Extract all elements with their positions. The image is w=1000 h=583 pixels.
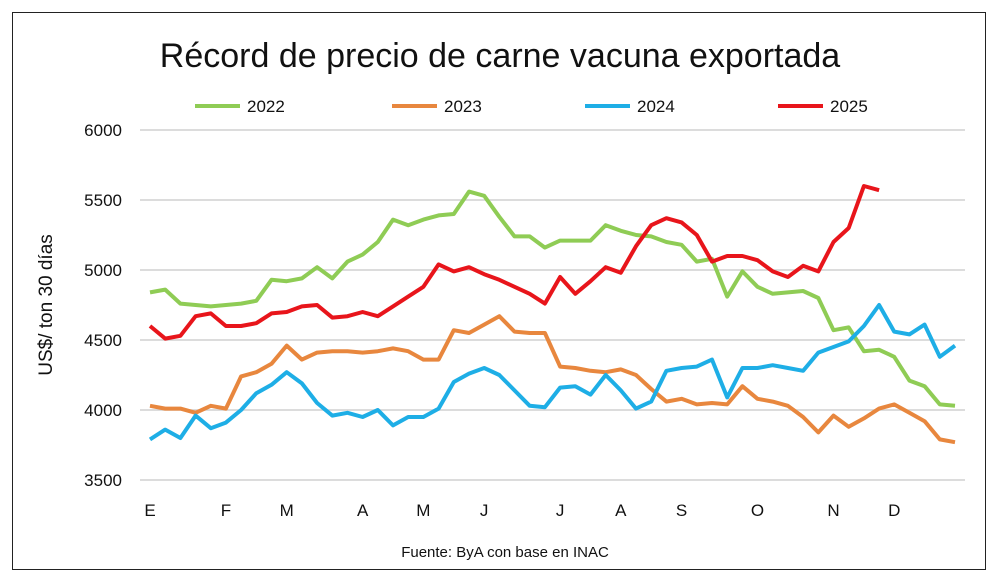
x-tick-label: O bbox=[751, 501, 764, 520]
series-line-2025 bbox=[148, 184, 880, 341]
y-axis-label: US$/ ton 30 días bbox=[36, 234, 57, 376]
x-tick-label: M bbox=[416, 501, 430, 520]
x-tick-label: F bbox=[221, 501, 231, 520]
legend-label-2023: 2023 bbox=[444, 97, 482, 116]
y-tick-label: 5500 bbox=[84, 191, 122, 210]
x-tick-label: A bbox=[615, 501, 627, 520]
x-tick-label: J bbox=[556, 501, 565, 520]
legend-label-2024: 2024 bbox=[637, 97, 675, 116]
x-tick-label: E bbox=[144, 501, 155, 520]
y-tick-label: 4500 bbox=[84, 331, 122, 350]
x-tick-label: D bbox=[888, 501, 900, 520]
x-tick-label: A bbox=[357, 501, 369, 520]
legend-label-2025: 2025 bbox=[830, 97, 868, 116]
y-tick-label: 6000 bbox=[84, 121, 122, 140]
x-tick-label: N bbox=[827, 501, 839, 520]
y-tick-label: 3500 bbox=[84, 471, 122, 490]
series-line-2024 bbox=[148, 303, 957, 442]
x-tick-label: J bbox=[480, 501, 489, 520]
series-line-2022 bbox=[149, 189, 956, 408]
series-line-2023 bbox=[149, 314, 956, 445]
chart-frame bbox=[12, 12, 986, 570]
y-tick-label: 4000 bbox=[84, 401, 122, 420]
y-tick-label: 5000 bbox=[84, 261, 122, 280]
source-note: Fuente: ByA con base en INAC bbox=[401, 544, 609, 561]
legend-label-2022: 2022 bbox=[247, 97, 285, 116]
x-tick-label: S bbox=[676, 501, 687, 520]
chart-title: Récord de precio de carne vacuna exporta… bbox=[160, 37, 841, 75]
x-tick-label: M bbox=[280, 501, 294, 520]
